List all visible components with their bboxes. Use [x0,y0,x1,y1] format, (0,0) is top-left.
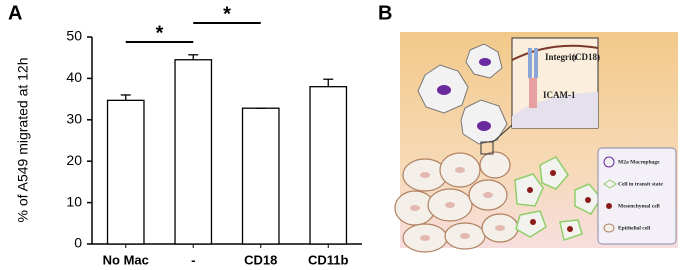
bar [174,59,213,245]
legend-icon [603,156,615,168]
significance-label: * [156,22,164,44]
y-tick-label: 40 [66,69,82,85]
legend-label: Mesenchymal cell [618,203,660,209]
x-tick-label: CD11b [308,252,349,267]
inset-label: ICAM-1 [543,90,576,100]
legend-label: Cell in transit state [618,181,663,187]
legend-box [597,147,677,245]
y-tick-label: 10 [66,193,82,209]
illustration [394,32,678,253]
zoom-box [480,141,494,155]
epithelial-cells [394,151,519,253]
target-cell [512,92,598,128]
macrophage-nuclei [437,58,491,131]
y-tick-label: 20 [66,152,82,168]
y-tick-label: 30 [66,111,82,127]
inset-label: Integrin [545,52,577,62]
y-tick-label: 0 [74,235,82,251]
icam [529,78,537,108]
panel-label: A [8,2,22,24]
legend-icon [606,203,612,209]
legend-icon [603,223,615,233]
integrin [528,48,532,78]
legend-label: M2a Macrophage [618,159,660,165]
panel-label: B [378,2,392,24]
bar-chart: 0 10 20 30 40 50 No Mac - CD18 CD11b * * [66,3,362,267]
legend-icon [603,179,617,189]
x-tick-label: No Mac [103,252,149,267]
bar [309,86,348,245]
significance-label: * [223,3,231,25]
membrane [511,44,599,61]
y-axis-label: % of A549 migrated at 12h [15,58,31,223]
integrin [534,48,538,78]
y-tick-label: 50 [66,28,82,44]
bar [106,99,145,245]
inset-label: (CD18) [572,52,600,62]
mesenchymal-nuclei [527,170,591,232]
bar [241,107,280,245]
zoom-line [492,124,513,143]
x-tick-label: CD18 [244,252,277,267]
x-tick-label: - [191,252,195,267]
legend-label: Epithelial cell [618,225,651,231]
nuclei [410,167,505,241]
